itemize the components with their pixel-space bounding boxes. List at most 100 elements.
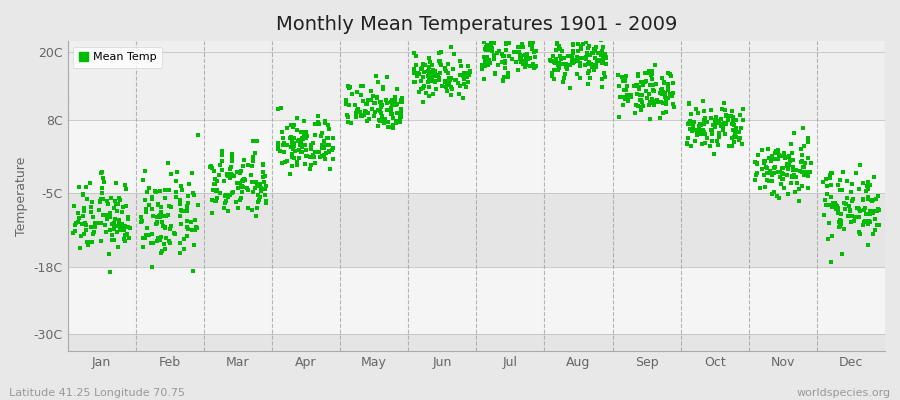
Point [757, 172, 771, 178]
Point [583, 61, 598, 67]
Point [749, 172, 763, 178]
Point [147, 213, 161, 220]
Point [613, 94, 627, 100]
Point [138, 168, 152, 174]
Point [551, 67, 565, 73]
Point [819, 176, 833, 183]
Point [215, 167, 230, 173]
Point [638, 78, 652, 84]
Point [590, 57, 605, 64]
Point [366, 113, 381, 119]
Point [287, 148, 302, 154]
Point [205, 187, 220, 193]
Point [342, 102, 356, 108]
Point [748, 176, 762, 183]
Point [258, 182, 273, 189]
Point [529, 48, 544, 54]
Point [78, 222, 93, 228]
Point [208, 187, 222, 194]
Point [866, 197, 880, 203]
Point [218, 193, 232, 200]
Point [831, 182, 845, 188]
Point [326, 156, 340, 162]
Point [307, 160, 321, 167]
Point [232, 196, 247, 203]
Point [116, 204, 130, 210]
Point [497, 74, 511, 80]
Point [205, 165, 220, 171]
Point [557, 74, 572, 81]
Point [428, 68, 443, 74]
Point [443, 76, 457, 83]
Point [284, 134, 298, 140]
Point [796, 125, 810, 131]
Point [292, 154, 306, 161]
Point [204, 197, 219, 203]
Point [384, 108, 399, 115]
Point [210, 195, 224, 202]
Point [770, 193, 784, 200]
Point [461, 71, 475, 78]
Point [726, 122, 741, 128]
Point [662, 95, 676, 101]
Point [479, 47, 493, 53]
Point [775, 164, 789, 171]
Point [121, 224, 135, 230]
Point [480, 61, 494, 68]
Point [579, 56, 593, 62]
Point [516, 61, 530, 68]
Point [656, 89, 670, 95]
Point [785, 172, 799, 179]
Point [291, 115, 305, 122]
Point [565, 42, 580, 48]
Point [768, 163, 782, 170]
Point [354, 92, 368, 98]
Point [375, 115, 390, 122]
Point [284, 154, 299, 160]
Point [421, 73, 436, 79]
Point [616, 78, 630, 84]
Point [665, 101, 680, 108]
Point [501, 74, 516, 80]
Point [694, 122, 708, 128]
Point [462, 72, 476, 78]
Point [145, 264, 159, 270]
Bar [68, 334, 885, 351]
Point [94, 238, 108, 244]
Point [417, 83, 431, 89]
Point [142, 202, 157, 208]
Point [357, 112, 372, 118]
Point [145, 205, 159, 212]
Point [697, 121, 711, 128]
Point [418, 90, 433, 96]
Point [557, 71, 572, 78]
Point [831, 209, 845, 216]
Point [245, 207, 259, 213]
Point [88, 224, 103, 230]
Point [680, 121, 695, 128]
Point [460, 74, 474, 80]
Point [849, 170, 863, 176]
Point [733, 112, 747, 118]
Point [91, 220, 105, 226]
Point [716, 121, 730, 128]
Point [767, 156, 781, 162]
Point [717, 120, 732, 126]
Point [173, 240, 187, 247]
Point [407, 50, 421, 56]
Point [518, 62, 533, 68]
Point [507, 49, 521, 56]
Point [560, 66, 574, 72]
Point [388, 94, 402, 100]
Point [104, 194, 118, 201]
Point [378, 116, 392, 122]
Point [546, 67, 561, 73]
Point [648, 62, 662, 68]
Point [161, 212, 176, 218]
Point [553, 46, 567, 52]
Point [832, 186, 847, 193]
Point [497, 53, 511, 60]
Point [479, 44, 493, 50]
Point [868, 196, 883, 202]
Point [682, 120, 697, 127]
